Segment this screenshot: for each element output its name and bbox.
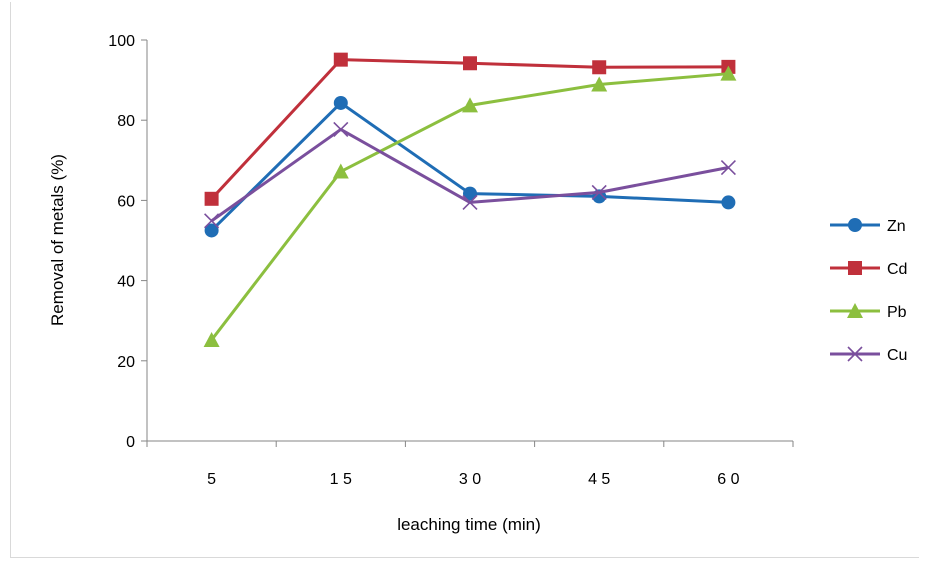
marker-stroke	[462, 194, 478, 210]
x-axis-title: leaching time (min)	[397, 515, 541, 534]
axes: 0 20 40 60 80 100 5 1 5 3 0 4 5 6 0	[108, 33, 794, 488]
x-tick-label: 4 5	[588, 471, 610, 488]
series-pb	[203, 65, 737, 347]
marker-stroke	[204, 213, 220, 229]
legend-label-pb: Pb	[887, 304, 907, 321]
series-line-cu	[210, 127, 729, 223]
marker-stroke	[591, 184, 607, 200]
data-point-zn	[721, 195, 736, 210]
x-tick-label: 5	[207, 471, 216, 488]
legend-marker-cd	[848, 261, 862, 275]
series-zn	[204, 95, 736, 238]
data-point-cu	[720, 159, 736, 176]
data-point-cu	[204, 213, 220, 229]
data-point-zn	[333, 95, 348, 110]
data-point-pb	[591, 76, 608, 92]
series-cd	[204, 52, 736, 206]
data-point-cu	[333, 121, 349, 137]
y-tick-label: 80	[117, 113, 135, 130]
legend: Zn Cd Pb Cu	[830, 218, 907, 364]
x-tick-label: 1 5	[330, 471, 352, 488]
y-tick-label: 0	[126, 434, 135, 451]
y-tick-label: 100	[108, 33, 135, 50]
legend-marker-zn	[848, 218, 862, 232]
y-tick-label: 40	[117, 274, 135, 291]
x-tick-label: 3 0	[459, 471, 481, 488]
marker-stroke	[847, 346, 863, 362]
data-point-cu	[462, 194, 478, 210]
legend-marker-pb	[847, 303, 863, 318]
series-cu	[204, 121, 736, 229]
data-point-cd	[333, 52, 348, 67]
data-point-cd	[463, 56, 477, 71]
data-point-zn	[204, 223, 219, 238]
legend-item-cd: Cd	[830, 261, 907, 278]
legend-item-zn: Zn	[830, 218, 906, 235]
data-point-pb	[720, 65, 737, 81]
data-point-cd	[204, 191, 219, 206]
data-point-pb	[332, 163, 349, 179]
legend-marker-cu	[847, 346, 863, 362]
legend-item-pb: Pb	[830, 303, 907, 321]
data-point-pb	[462, 97, 478, 113]
data-point-zn	[463, 186, 477, 201]
y-axis-title: Removal of metals (%)	[48, 154, 67, 326]
series-layer	[203, 52, 737, 347]
y-tick-label: 20	[117, 354, 135, 371]
data-point-cd	[592, 60, 607, 75]
data-point-pb	[203, 331, 220, 347]
marker-stroke	[333, 121, 349, 137]
y-tick-label: 60	[117, 193, 135, 210]
x-tick-label: 6 0	[717, 471, 739, 488]
legend-label-cu: Cu	[887, 347, 907, 364]
legend-label-cd: Cd	[887, 261, 907, 278]
marker-stroke	[720, 159, 736, 176]
chart-frame	[10, 2, 919, 558]
data-point-cu	[591, 184, 607, 200]
legend-label-zn: Zn	[887, 218, 906, 235]
legend-item-cu: Cu	[830, 346, 907, 364]
